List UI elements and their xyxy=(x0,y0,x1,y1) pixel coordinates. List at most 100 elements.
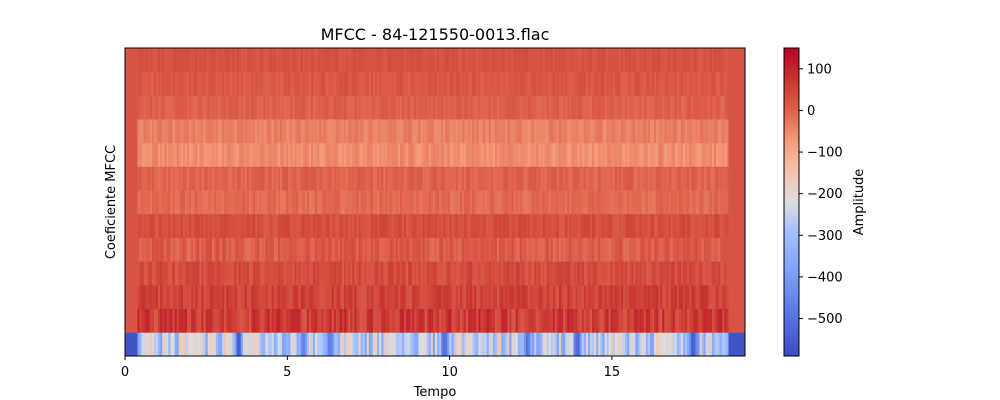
heatmap-cell xyxy=(184,237,188,262)
heatmap-cell xyxy=(540,308,543,333)
heatmap-cell xyxy=(290,332,293,357)
heatmap-cell xyxy=(501,95,504,120)
heatmap-cell xyxy=(251,71,254,96)
heatmap-cell xyxy=(362,261,366,286)
heatmap-cell xyxy=(364,332,368,357)
heatmap-cell xyxy=(435,71,438,96)
heatmap-cell xyxy=(308,71,312,96)
heatmap-cell xyxy=(742,261,746,286)
heatmap-cell xyxy=(687,48,690,73)
heatmap-cell xyxy=(614,237,618,262)
heatmap-cell xyxy=(587,190,591,215)
heatmap-cell xyxy=(246,71,250,96)
heatmap-cell xyxy=(581,95,585,120)
heatmap-cell xyxy=(732,142,736,167)
heatmap-cell xyxy=(428,284,432,310)
heatmap-cell xyxy=(437,308,440,333)
heatmap-cell xyxy=(676,213,680,238)
heatmap-cell xyxy=(370,142,374,167)
heatmap-cell xyxy=(135,142,138,167)
heatmap-cell xyxy=(666,142,669,167)
heatmap-cell xyxy=(414,308,417,333)
heatmap-cell xyxy=(261,213,264,238)
heatmap-cell xyxy=(435,237,438,262)
heatmap-cell xyxy=(193,190,196,215)
heatmap-cell xyxy=(306,166,310,191)
heatmap-cell xyxy=(389,261,392,286)
heatmap-cell xyxy=(441,190,444,215)
heatmap-cell xyxy=(182,95,186,120)
heatmap-cell xyxy=(521,213,525,238)
heatmap-cell xyxy=(484,332,488,357)
heatmap-cell xyxy=(153,166,157,191)
heatmap-cell xyxy=(546,119,550,144)
heatmap-cell xyxy=(616,261,620,286)
heatmap-cell xyxy=(199,190,202,215)
heatmap-cell xyxy=(554,95,558,120)
heatmap-cell xyxy=(308,48,312,73)
heatmap-cell xyxy=(534,213,537,238)
heatmap-cell xyxy=(484,261,488,286)
heatmap-cell xyxy=(718,237,721,262)
heatmap-cell xyxy=(554,237,558,262)
heatmap-cell xyxy=(738,237,742,262)
heatmap-cell xyxy=(420,71,423,96)
heatmap-cell xyxy=(153,142,157,167)
heatmap-cell xyxy=(315,166,318,191)
heatmap-cell xyxy=(129,48,132,73)
heatmap-cell xyxy=(249,48,252,73)
heatmap-cell xyxy=(691,142,694,167)
heatmap-cell xyxy=(666,71,669,96)
heatmap-cell xyxy=(486,190,490,215)
heatmap-cell xyxy=(379,261,382,286)
heatmap-cell xyxy=(542,95,545,120)
heatmap-cell xyxy=(470,308,473,333)
heatmap-cell xyxy=(385,190,388,215)
heatmap-cell xyxy=(166,166,169,191)
heatmap-cell xyxy=(280,95,283,120)
heatmap-cell xyxy=(645,237,649,262)
heatmap-cell xyxy=(432,213,436,238)
heatmap-cell xyxy=(466,237,469,262)
heatmap-cell xyxy=(517,119,521,144)
heatmap-cell xyxy=(521,284,525,310)
heatmap-cell xyxy=(575,284,578,310)
colorbar-tick-label: −200 xyxy=(807,187,843,202)
heatmap-cell xyxy=(168,190,171,215)
heatmap-cell xyxy=(635,119,638,144)
heatmap-cell xyxy=(327,166,330,191)
heatmap-cell xyxy=(494,308,498,333)
heatmap-cell xyxy=(556,48,560,73)
heatmap-cell xyxy=(319,142,322,167)
heatmap-cell xyxy=(139,95,142,120)
heatmap-cell xyxy=(290,142,293,167)
heatmap-cell xyxy=(561,166,564,191)
heatmap-cell xyxy=(532,95,535,120)
heatmap-cell xyxy=(166,308,169,333)
heatmap-cell xyxy=(282,190,285,215)
heatmap-cell xyxy=(240,166,244,191)
heatmap-cell xyxy=(228,237,231,262)
heatmap-cell xyxy=(652,237,655,262)
heatmap-cell xyxy=(664,166,667,191)
heatmap-cell xyxy=(720,308,723,333)
heatmap-cell xyxy=(590,142,593,167)
heatmap-cell xyxy=(255,166,258,191)
heatmap-cell xyxy=(426,237,430,262)
heatmap-cell xyxy=(587,284,591,310)
heatmap-cell xyxy=(463,237,467,262)
heatmap-cell xyxy=(548,332,552,357)
heatmap-cell xyxy=(734,308,738,333)
heatmap-cell xyxy=(691,166,694,191)
heatmap-cell xyxy=(705,308,709,333)
heatmap-cell xyxy=(162,95,165,120)
heatmap-cell xyxy=(129,284,132,310)
heatmap-cell xyxy=(290,308,293,333)
heatmap-cell xyxy=(703,119,707,144)
heatmap-cell xyxy=(649,95,653,120)
heatmap-cell xyxy=(579,261,583,286)
colorbar-tick-label: −300 xyxy=(807,229,843,244)
heatmap-cell xyxy=(238,237,242,262)
heatmap-cell xyxy=(195,190,198,215)
heatmap-cell xyxy=(240,142,244,167)
